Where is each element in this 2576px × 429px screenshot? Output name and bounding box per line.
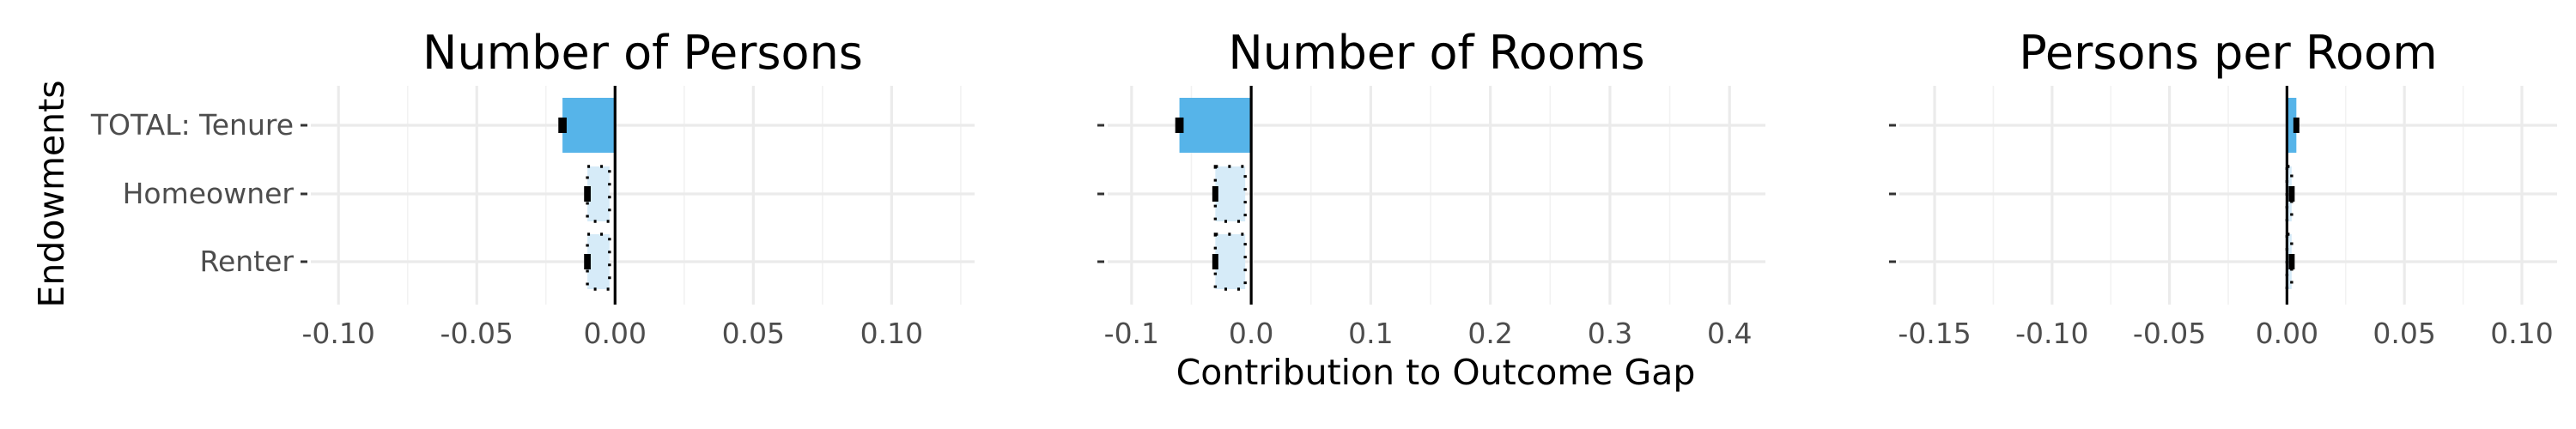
panel-3: -0.15 -0.10 -0.05 0.00 0.05 0.10 Persons per R… <box>1889 26 2557 350</box>
panel-title: Number of Rooms <box>1228 26 1644 80</box>
x-tick-label: -0.15 <box>1898 317 1971 350</box>
error-bar <box>2288 186 2295 202</box>
x-tick-label: 0.2 <box>1467 317 1512 350</box>
panel-1: -0.10 -0.05 0.00 0.05 0.10 Number of Persons T… <box>90 26 975 350</box>
error-bar <box>2288 254 2295 269</box>
chart-panels: -0.10 -0.05 0.00 0.05 0.10 Number of Persons T… <box>90 26 2557 350</box>
panel-title: Persons per Room <box>2019 26 2437 80</box>
y-tick-label: Renter <box>200 245 295 278</box>
error-bar <box>1175 118 1184 133</box>
x-tick-label: 0.4 <box>1707 317 1752 350</box>
error-bar <box>2293 118 2300 133</box>
error-bar <box>1212 186 1218 202</box>
y-tick-label: TOTAL: Tenure <box>90 108 294 142</box>
bar-total-tenure <box>562 98 616 153</box>
x-tick-label: -0.10 <box>2015 317 2088 350</box>
bar-renter <box>587 234 610 289</box>
panel-2: -0.1 0.0 0.1 0.2 0.3 0.4 Number of Rooms <box>1097 26 1765 350</box>
x-tick-label: 0.0 <box>1229 317 1273 350</box>
y-tick-label: Homeowner <box>123 177 295 210</box>
panel-title: Number of Persons <box>422 26 863 80</box>
x-tick-label: -0.10 <box>302 317 375 350</box>
x-tick-label: 0.1 <box>1348 317 1393 350</box>
x-tick-label: 0.3 <box>1588 317 1632 350</box>
x-tick-label: -0.1 <box>1104 317 1159 350</box>
x-tick-label: 0.00 <box>584 317 647 350</box>
x-tick-label: 0.05 <box>2372 317 2435 350</box>
bar-total-tenure <box>1179 98 1252 153</box>
error-bar <box>584 254 591 269</box>
bar-homeowner <box>587 166 610 221</box>
error-bar <box>558 118 567 133</box>
x-tick-label: -0.05 <box>440 317 513 350</box>
bar-homeowner <box>1215 166 1246 221</box>
error-bar <box>584 186 591 202</box>
bar-renter <box>1215 234 1246 289</box>
x-tick-label: 0.05 <box>722 317 785 350</box>
y-axis-title: Endowments <box>31 80 72 307</box>
error-bar <box>1212 254 1218 269</box>
bar-total-tenure <box>2287 98 2297 153</box>
x-tick-label: -0.05 <box>2133 317 2206 350</box>
x-tick-label: 0.10 <box>860 317 923 350</box>
x-axis-title: Contribution to Outcome Gap <box>1176 352 1696 393</box>
x-tick-label: 0.10 <box>2490 317 2553 350</box>
x-tick-label: 0.00 <box>2256 317 2318 350</box>
